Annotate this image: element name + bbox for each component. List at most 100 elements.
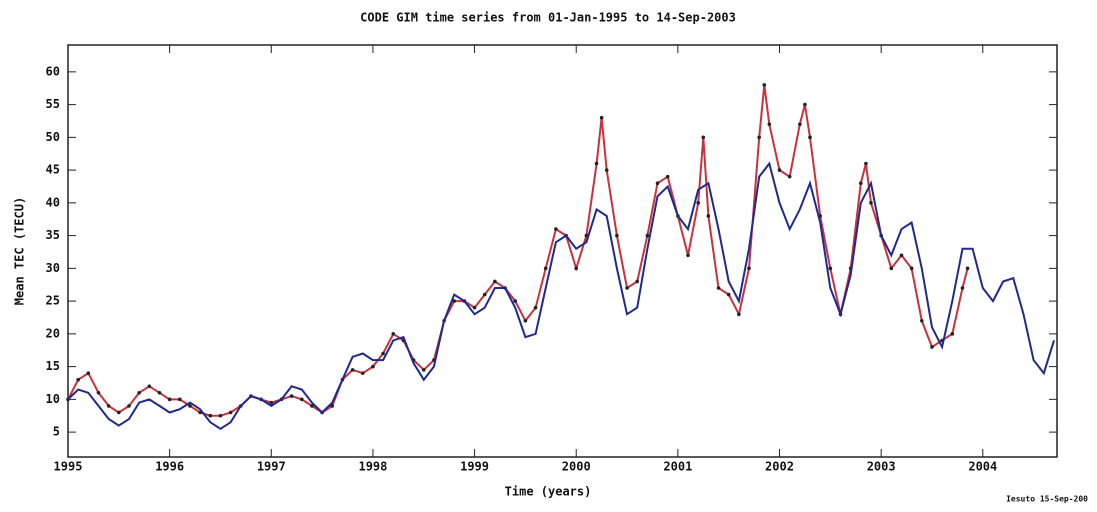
data-point <box>574 266 579 271</box>
data-point <box>762 83 767 87</box>
data-point <box>421 368 426 372</box>
data-point <box>533 305 538 310</box>
data-point <box>920 318 924 323</box>
y-tick-label: 60 <box>46 64 60 78</box>
x-axis-label: Time (years) <box>505 485 592 499</box>
data-point <box>493 279 497 284</box>
data-point <box>218 413 223 418</box>
data-point <box>696 201 700 205</box>
x-tick-label: 2003 <box>867 460 896 474</box>
x-tick-label: 1997 <box>257 460 286 474</box>
data-point <box>960 286 965 290</box>
data-point <box>381 351 385 356</box>
y-tick-label: 35 <box>46 228 60 242</box>
x-tick-label: 2002 <box>765 460 794 474</box>
data-point <box>828 266 833 271</box>
y-tick-label: 40 <box>46 195 60 209</box>
plot-frame <box>67 44 1058 458</box>
data-point <box>615 233 619 238</box>
y-tick-label: 5 <box>53 425 60 439</box>
data-point <box>965 266 970 271</box>
data-point <box>787 174 792 179</box>
data-point <box>665 174 670 179</box>
data-point <box>86 371 91 375</box>
data-point <box>178 397 182 402</box>
data-point <box>930 345 934 349</box>
chart-title: CODE GIM time series from 01-Jan-1995 to… <box>360 11 736 25</box>
data-point <box>310 404 314 408</box>
data-point <box>391 332 396 336</box>
data-point <box>889 266 894 271</box>
y-tick-label: 25 <box>46 294 60 308</box>
data-point <box>167 397 172 402</box>
data-point <box>777 168 782 172</box>
data-point <box>157 391 162 395</box>
data-point <box>635 279 640 284</box>
x-tick-label: 1995 <box>54 460 83 474</box>
x-tick-label: 1996 <box>155 460 184 474</box>
data-point <box>757 135 761 140</box>
data-point <box>543 266 548 271</box>
data-point <box>523 318 528 323</box>
data-point <box>950 332 955 336</box>
data-point <box>869 201 873 205</box>
data-point <box>147 384 152 389</box>
data-point <box>716 286 721 290</box>
x-tick-label: 1998 <box>358 460 387 474</box>
data-point <box>803 102 807 107</box>
data-point <box>330 404 335 408</box>
data-point <box>76 377 80 382</box>
data-point <box>350 368 355 372</box>
data-point <box>117 410 121 415</box>
data-point <box>747 266 751 271</box>
data-point <box>899 253 904 258</box>
footnote: Iesuto 15-Sep-200 <box>1006 495 1088 504</box>
data-point <box>127 404 131 408</box>
y-tick-label: 10 <box>46 392 60 406</box>
data-point <box>137 391 141 395</box>
data-point <box>701 135 706 140</box>
data-point <box>864 161 868 166</box>
data-point <box>208 413 213 418</box>
data-point <box>472 305 477 310</box>
data-point <box>106 404 111 408</box>
data-point <box>767 122 772 127</box>
data-point <box>808 135 812 140</box>
data-point <box>655 181 660 186</box>
y-tick-label: 15 <box>46 359 60 373</box>
data-line <box>67 161 1055 430</box>
data-point <box>188 404 192 408</box>
data-point <box>706 214 711 218</box>
data-point <box>798 122 802 127</box>
data-point <box>228 410 233 415</box>
data-point <box>289 394 294 398</box>
y-tick-label: 55 <box>46 97 60 111</box>
data-point <box>299 397 304 402</box>
data-point <box>645 233 650 238</box>
data-point <box>452 299 457 303</box>
data-point <box>726 292 731 297</box>
y-tick-label: 20 <box>46 326 60 340</box>
data-point <box>737 312 741 317</box>
data-point <box>371 364 375 369</box>
data-point <box>909 266 914 271</box>
data-point <box>554 227 558 231</box>
y-tick-label: 50 <box>46 130 60 144</box>
x-tick-label: 1999 <box>460 460 489 474</box>
data-point <box>96 391 101 395</box>
y-tick-label: 30 <box>46 261 60 275</box>
data-point <box>604 168 609 172</box>
x-tick-label: 2004 <box>968 460 997 474</box>
data-point <box>594 161 599 166</box>
data-line <box>67 84 969 417</box>
data-point <box>482 292 487 297</box>
y-axis-label: Mean TEC (TECU) <box>13 197 27 305</box>
y-tick-label: 45 <box>46 163 60 177</box>
data-point <box>859 181 863 186</box>
data-point <box>686 253 690 258</box>
x-tick-label: 2000 <box>562 460 591 474</box>
data-point <box>513 299 518 303</box>
data-point <box>269 400 274 405</box>
